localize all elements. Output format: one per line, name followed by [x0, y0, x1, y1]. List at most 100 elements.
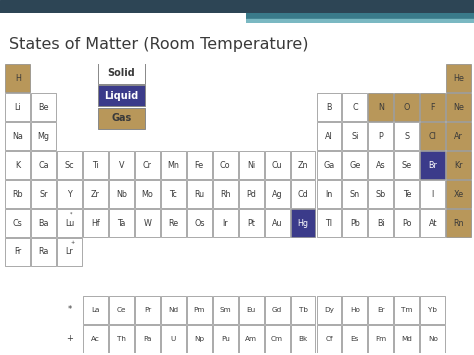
FancyBboxPatch shape: [317, 209, 341, 237]
Text: H: H: [15, 74, 21, 83]
Text: Es: Es: [351, 336, 359, 342]
Text: Te: Te: [402, 190, 411, 198]
Text: Si: Si: [351, 132, 359, 141]
FancyBboxPatch shape: [394, 93, 419, 121]
Text: Kr: Kr: [455, 161, 463, 170]
Text: Pb: Pb: [350, 219, 360, 228]
Text: W: W: [144, 219, 151, 228]
Text: +: +: [70, 240, 74, 245]
FancyBboxPatch shape: [368, 180, 393, 208]
FancyBboxPatch shape: [264, 325, 290, 353]
Text: Be: Be: [38, 103, 49, 112]
Text: Rb: Rb: [12, 190, 23, 198]
FancyBboxPatch shape: [109, 209, 134, 237]
Text: Gd: Gd: [272, 307, 282, 313]
FancyBboxPatch shape: [342, 180, 367, 208]
Text: Pu: Pu: [221, 336, 230, 342]
Text: Ge: Ge: [349, 161, 361, 170]
FancyBboxPatch shape: [109, 151, 134, 179]
FancyBboxPatch shape: [213, 180, 237, 208]
FancyBboxPatch shape: [239, 180, 264, 208]
Text: K: K: [15, 161, 20, 170]
FancyBboxPatch shape: [394, 180, 419, 208]
Text: Ta: Ta: [117, 219, 126, 228]
FancyBboxPatch shape: [239, 296, 264, 324]
FancyBboxPatch shape: [98, 108, 145, 129]
FancyBboxPatch shape: [161, 325, 186, 353]
FancyBboxPatch shape: [342, 151, 367, 179]
Text: Ce: Ce: [117, 307, 126, 313]
Text: Fr: Fr: [14, 247, 21, 256]
FancyBboxPatch shape: [291, 209, 316, 237]
FancyBboxPatch shape: [239, 325, 264, 353]
FancyBboxPatch shape: [342, 122, 367, 150]
Text: B: B: [326, 103, 332, 112]
FancyBboxPatch shape: [446, 122, 471, 150]
Text: Cf: Cf: [325, 336, 333, 342]
FancyBboxPatch shape: [368, 93, 393, 121]
FancyBboxPatch shape: [264, 151, 290, 179]
FancyBboxPatch shape: [135, 209, 160, 237]
FancyBboxPatch shape: [446, 93, 471, 121]
Bar: [246, 20, 474, 23]
FancyBboxPatch shape: [291, 296, 316, 324]
Text: *: *: [70, 212, 73, 217]
Text: Np: Np: [194, 336, 204, 342]
FancyBboxPatch shape: [264, 296, 290, 324]
Text: Pt: Pt: [247, 219, 255, 228]
FancyBboxPatch shape: [394, 122, 419, 150]
FancyBboxPatch shape: [317, 151, 341, 179]
Text: Nb: Nb: [116, 190, 127, 198]
Text: Rh: Rh: [220, 190, 230, 198]
Text: Hg: Hg: [298, 219, 309, 228]
FancyBboxPatch shape: [342, 325, 367, 353]
Text: As: As: [376, 161, 386, 170]
FancyBboxPatch shape: [291, 180, 316, 208]
FancyBboxPatch shape: [446, 209, 471, 237]
FancyBboxPatch shape: [109, 180, 134, 208]
Text: Y: Y: [67, 190, 72, 198]
Text: Al: Al: [325, 132, 333, 141]
Text: Ac: Ac: [91, 336, 100, 342]
Text: States of Matter (Room Temperature): States of Matter (Room Temperature): [9, 37, 309, 52]
FancyBboxPatch shape: [420, 180, 445, 208]
Text: Cr: Cr: [143, 161, 152, 170]
FancyBboxPatch shape: [31, 238, 56, 266]
FancyBboxPatch shape: [394, 296, 419, 324]
Text: Pa: Pa: [143, 336, 152, 342]
Text: Cs: Cs: [13, 219, 23, 228]
FancyBboxPatch shape: [98, 63, 145, 83]
FancyBboxPatch shape: [109, 325, 134, 353]
FancyBboxPatch shape: [446, 151, 471, 179]
FancyBboxPatch shape: [420, 93, 445, 121]
FancyBboxPatch shape: [394, 209, 419, 237]
Text: Sb: Sb: [376, 190, 386, 198]
Text: No: No: [428, 336, 438, 342]
Text: Ho: Ho: [350, 307, 360, 313]
FancyBboxPatch shape: [368, 296, 393, 324]
FancyBboxPatch shape: [420, 296, 445, 324]
Text: Co: Co: [220, 161, 230, 170]
Text: C: C: [352, 103, 358, 112]
Text: V: V: [118, 161, 124, 170]
FancyBboxPatch shape: [213, 209, 237, 237]
Text: Xe: Xe: [454, 190, 464, 198]
Text: Mn: Mn: [167, 161, 179, 170]
Text: Ar: Ar: [454, 132, 463, 141]
FancyBboxPatch shape: [368, 325, 393, 353]
Text: Liquid: Liquid: [104, 91, 138, 101]
FancyBboxPatch shape: [317, 180, 341, 208]
Text: Ti: Ti: [92, 161, 99, 170]
Text: Tl: Tl: [326, 219, 332, 228]
Text: F: F: [430, 103, 435, 112]
FancyBboxPatch shape: [264, 180, 290, 208]
Text: Rn: Rn: [454, 219, 464, 228]
FancyBboxPatch shape: [342, 296, 367, 324]
Text: Ca: Ca: [38, 161, 49, 170]
FancyBboxPatch shape: [317, 93, 341, 121]
Text: Pd: Pd: [246, 190, 256, 198]
Text: Th: Th: [117, 336, 126, 342]
FancyBboxPatch shape: [446, 180, 471, 208]
Text: Tc: Tc: [169, 190, 177, 198]
Text: O: O: [403, 103, 410, 112]
